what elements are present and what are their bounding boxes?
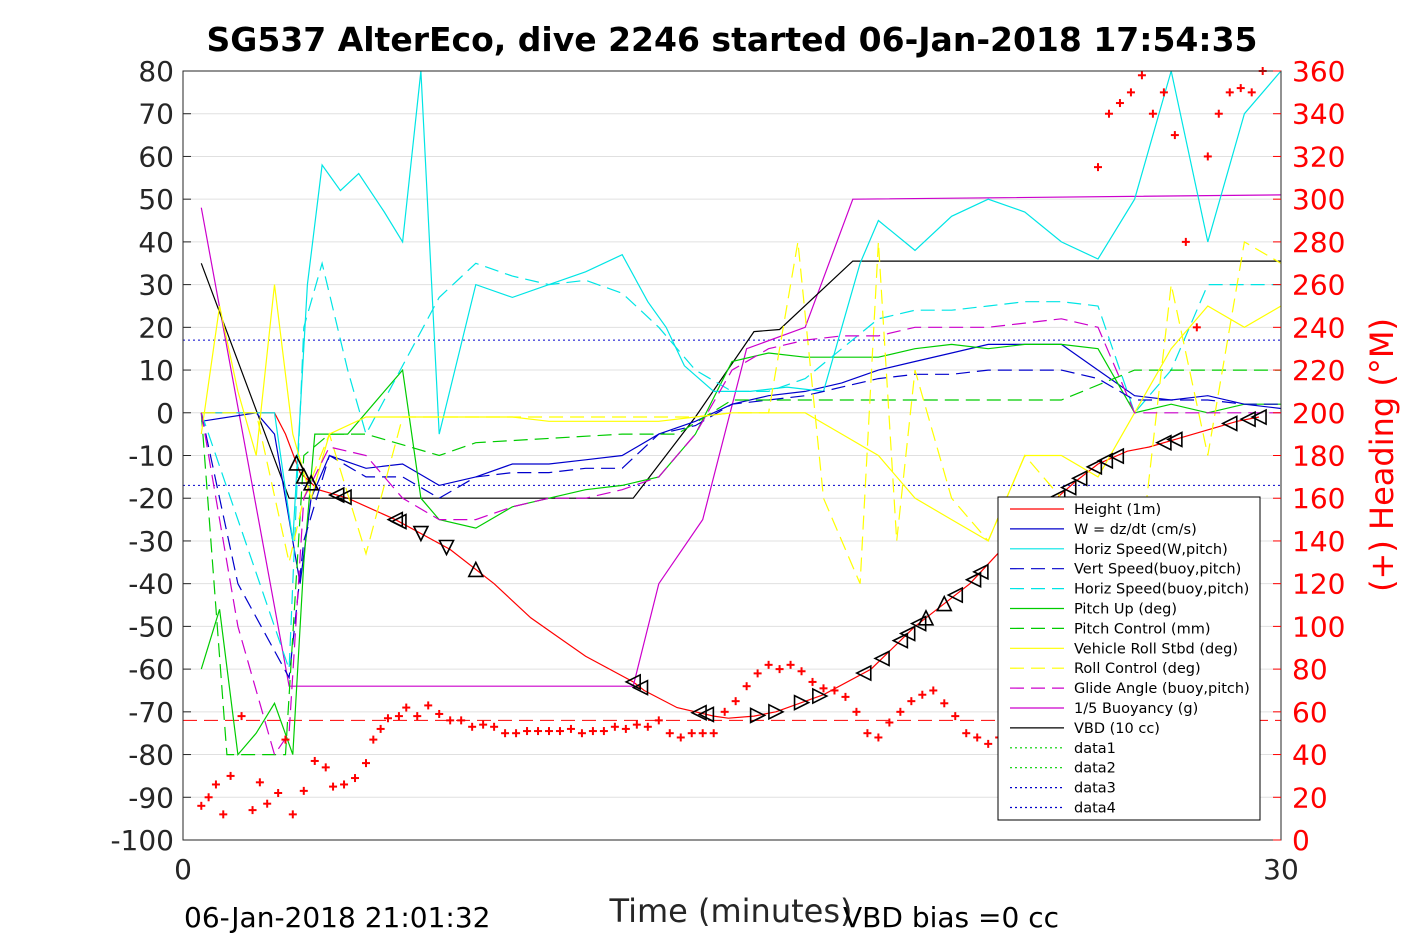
y-axis-right-label: (+) Heading (°M): [1363, 318, 1401, 592]
y-right-tick-label: 60: [1292, 696, 1328, 729]
footer-vbd-bias: VBD bias =0 cc: [843, 901, 1059, 934]
y-tick-label: 50: [138, 183, 174, 216]
footer-end-time: 06-Jan-2018 21:01:32: [184, 901, 490, 934]
y-right-tick-label: 100: [1292, 610, 1345, 643]
y-tick-label: -90: [128, 781, 174, 814]
legend-label: Horiz Speed(W,pitch): [1074, 542, 1228, 558]
y-tick-label: 40: [138, 226, 174, 259]
y-tick-label: -40: [128, 568, 174, 601]
y-right-tick-label: 360: [1292, 55, 1345, 88]
figure: SG537 AlterEco, dive 2246 started 06-Jan…: [0, 0, 1417, 945]
y-right-tick-label: 300: [1292, 183, 1345, 216]
y-tick-label: 20: [138, 311, 174, 344]
y-tick-label: -70: [128, 696, 174, 729]
y-tick-label: -20: [128, 482, 174, 515]
y-right-tick-label: 160: [1292, 482, 1345, 515]
legend-label: data2: [1074, 761, 1116, 777]
y-tick-label: -50: [128, 610, 174, 643]
y-right-tick-label: 180: [1292, 440, 1345, 473]
y-tick-label: 70: [138, 98, 174, 131]
legend-label: Horiz Speed(buoy,pitch): [1074, 582, 1249, 598]
y-right-tick-label: 120: [1292, 568, 1345, 601]
y-right-tick-label: 240: [1292, 311, 1345, 344]
y-tick-label: 60: [138, 140, 174, 173]
y-tick-label: -100: [110, 824, 174, 857]
legend-label: data4: [1074, 801, 1116, 817]
y-tick-label: 80: [138, 55, 174, 88]
y-right-tick-label: 20: [1292, 781, 1328, 814]
y-tick-label: -60: [128, 653, 174, 686]
y-right-tick-label: 260: [1292, 269, 1345, 302]
y-tick-label: -30: [128, 525, 174, 558]
y-right-tick-label: 320: [1292, 140, 1345, 173]
legend-label: 1/5 Buoyancy (g): [1074, 701, 1198, 717]
legend-label: Vert Speed(buoy,pitch): [1074, 562, 1241, 578]
y-right-tick-label: 340: [1292, 98, 1345, 131]
y-tick-label: 10: [138, 354, 174, 387]
y-right-tick-label: 140: [1292, 525, 1345, 558]
y-right-tick-label: 200: [1292, 397, 1345, 430]
legend-label: Vehicle Roll Stbd (deg): [1074, 641, 1238, 657]
legend-label: data1: [1074, 741, 1116, 757]
y-right-tick-label: 220: [1292, 354, 1345, 387]
legend-label: VBD (10 cc): [1074, 721, 1160, 737]
chart-title: SG537 AlterEco, dive 2246 started 06-Jan…: [206, 20, 1257, 59]
y-tick-label: 30: [138, 269, 174, 302]
legend-label: Glide Angle (buoy,pitch): [1074, 681, 1250, 697]
legend-label: Pitch Up (deg): [1074, 602, 1177, 618]
y-tick-label: -80: [128, 739, 174, 772]
y-right-tick-label: 40: [1292, 739, 1328, 772]
y-tick-label: 0: [156, 397, 174, 430]
legend-label: Pitch Control (mm): [1074, 621, 1211, 637]
x-tick-label: 0: [174, 853, 192, 886]
legend-label: Roll Control (deg): [1074, 661, 1201, 677]
y-right-tick-label: 80: [1292, 653, 1328, 686]
x-tick-label: 30: [1263, 853, 1299, 886]
y-tick-label: -10: [128, 440, 174, 473]
legend-label: Height (1m): [1074, 502, 1161, 518]
legend: Height (1m) W = dz/dt (cm/s) Horiz Speed(W…: [998, 497, 1260, 820]
legend-label: data3: [1074, 781, 1116, 797]
x-axis-label: Time (minutes): [609, 892, 853, 930]
y-right-tick-label: 280: [1292, 226, 1345, 259]
legend-label: W = dz/dt (cm/s): [1074, 522, 1197, 538]
